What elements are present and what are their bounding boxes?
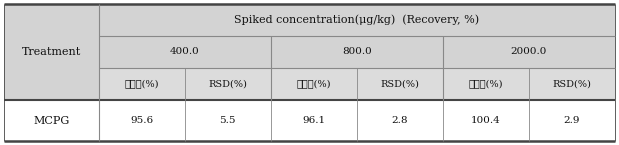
Text: 2000.0: 2000.0: [511, 48, 547, 57]
Bar: [4, 4, 98, 100]
Text: 2.9: 2.9: [564, 116, 580, 125]
Text: 회수율(%): 회수율(%): [297, 79, 331, 88]
Bar: [529, 100, 615, 141]
Text: 400.0: 400.0: [170, 48, 200, 57]
Bar: [271, 68, 357, 100]
Bar: [98, 68, 184, 100]
Bar: [357, 100, 443, 141]
Bar: [443, 100, 529, 141]
Bar: [98, 100, 184, 141]
Text: Treatment: Treatment: [22, 47, 81, 57]
Bar: [271, 36, 443, 68]
Bar: [98, 4, 615, 36]
Bar: [98, 36, 271, 68]
Text: 5.5: 5.5: [220, 116, 236, 125]
Text: RSD(%): RSD(%): [553, 79, 591, 88]
Text: 회수율(%): 회수율(%): [469, 79, 503, 88]
Bar: [529, 68, 615, 100]
Text: RSD(%): RSD(%): [209, 79, 247, 88]
Bar: [443, 68, 529, 100]
Bar: [184, 68, 271, 100]
Text: 95.6: 95.6: [130, 116, 154, 125]
Text: 100.4: 100.4: [471, 116, 501, 125]
Text: 회수율(%): 회수율(%): [124, 79, 159, 88]
Bar: [443, 36, 615, 68]
Bar: [271, 100, 357, 141]
Bar: [357, 68, 443, 100]
Text: 800.0: 800.0: [342, 48, 372, 57]
Bar: [184, 100, 271, 141]
Text: RSD(%): RSD(%): [381, 79, 419, 88]
Text: 2.8: 2.8: [392, 116, 408, 125]
Bar: [4, 100, 98, 141]
Text: MCPG: MCPG: [33, 116, 69, 126]
Text: 96.1: 96.1: [302, 116, 326, 125]
Text: Spiked concentration(μg/kg)  (Recovery, %): Spiked concentration(μg/kg) (Recovery, %…: [234, 15, 479, 25]
